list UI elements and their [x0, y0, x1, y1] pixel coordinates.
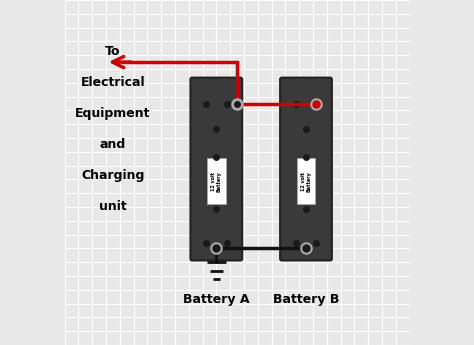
Text: Equipment: Equipment: [75, 107, 151, 120]
Text: unit: unit: [99, 200, 127, 213]
Text: Electrical: Electrical: [81, 76, 145, 89]
Text: Charging: Charging: [81, 169, 145, 182]
Text: 12 volt
Battery: 12 volt Battery: [301, 171, 311, 191]
FancyBboxPatch shape: [207, 158, 226, 204]
Text: To: To: [105, 45, 120, 58]
Text: and: and: [100, 138, 126, 151]
FancyBboxPatch shape: [191, 78, 242, 260]
FancyBboxPatch shape: [297, 158, 315, 204]
Text: 12 volt
Battery: 12 volt Battery: [211, 171, 222, 191]
FancyBboxPatch shape: [280, 78, 332, 260]
Text: Battery B: Battery B: [273, 293, 339, 306]
Text: Battery A: Battery A: [183, 293, 249, 306]
